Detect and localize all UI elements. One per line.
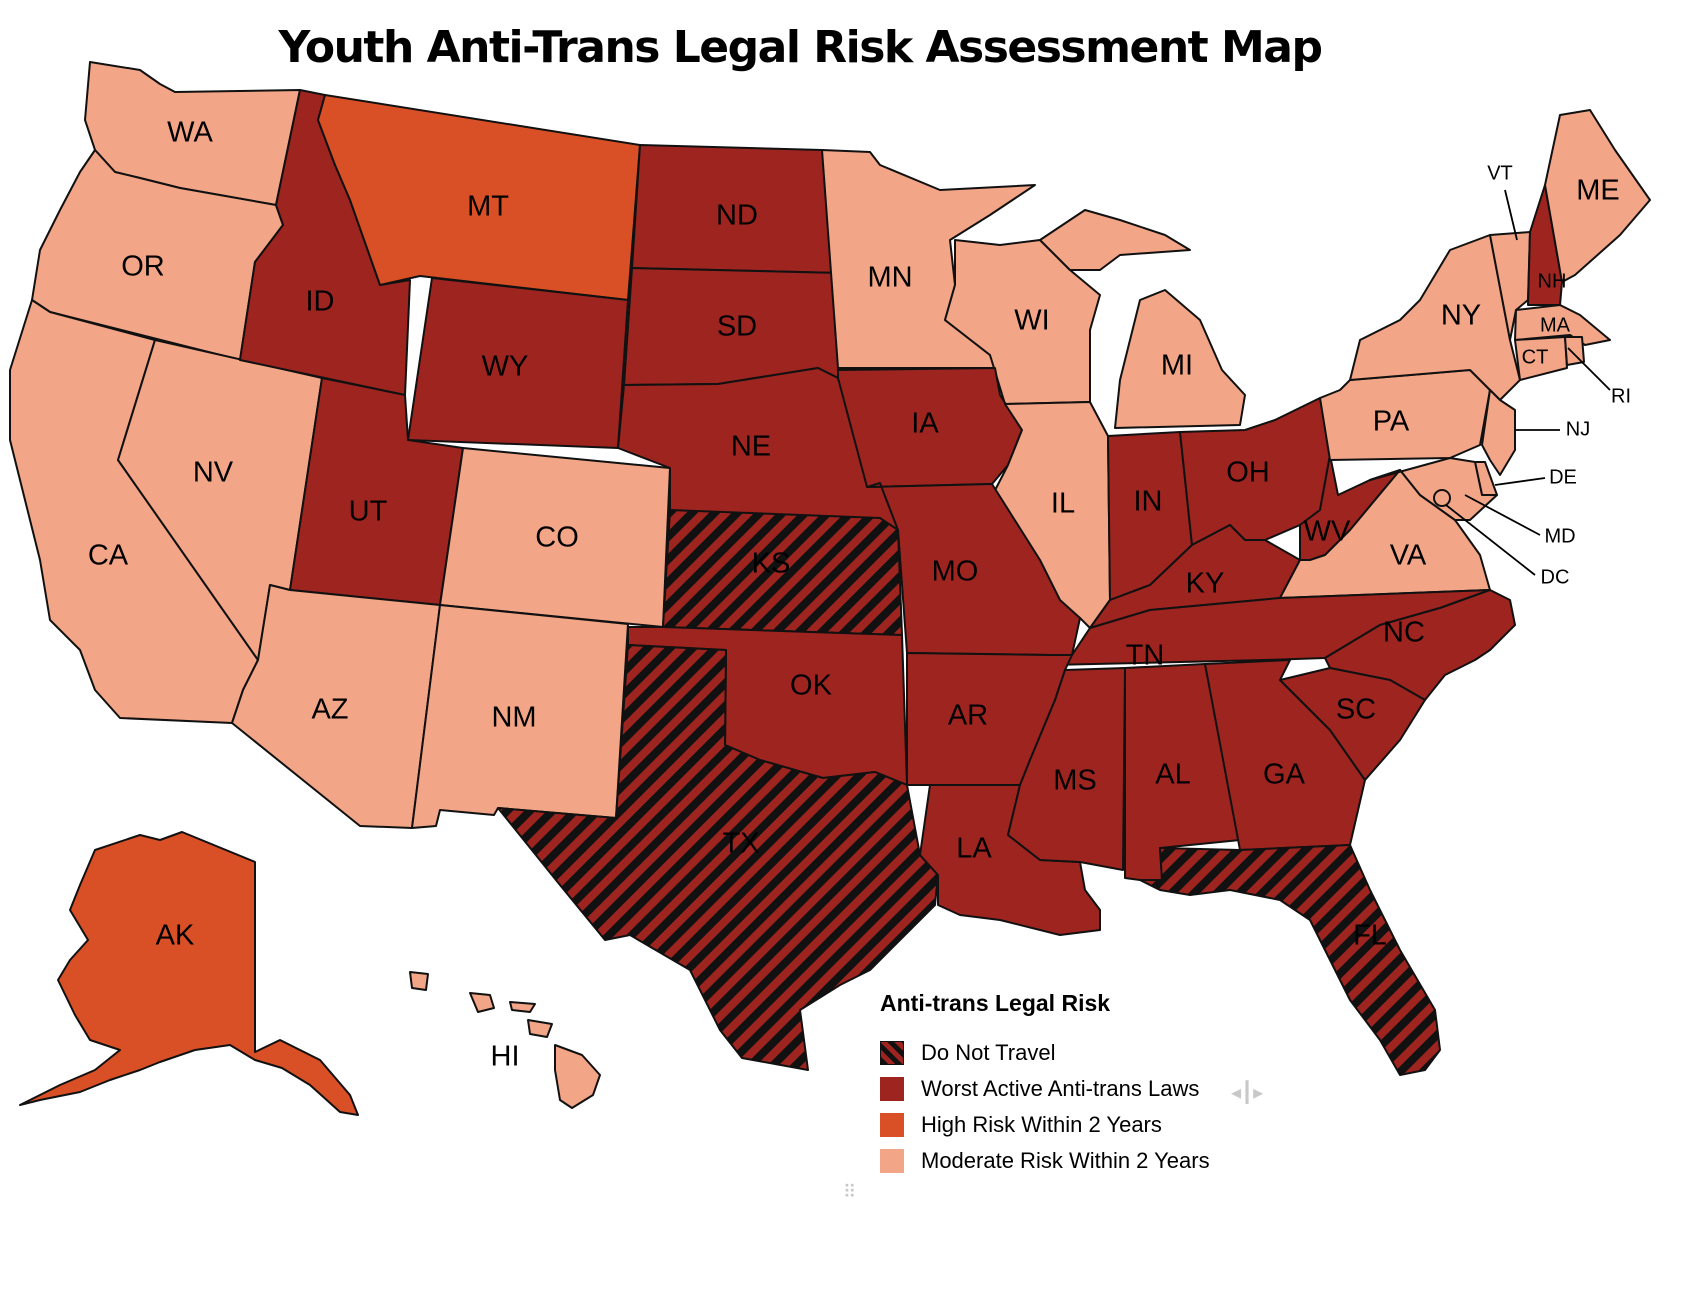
legend-swatch-high-risk <box>880 1113 904 1137</box>
legend: Anti-trans Legal Risk Do Not Travel Wors… <box>880 990 1210 1179</box>
label-MA: MA <box>1540 314 1571 336</box>
label-FL: FL <box>1353 920 1387 952</box>
label-MI: MI <box>1161 350 1193 382</box>
label-CA: CA <box>88 540 129 572</box>
label-HI: HI <box>491 1041 520 1073</box>
state-ME[interactable] <box>1544 109 1651 283</box>
state-TX[interactable] <box>497 644 939 1071</box>
legend-label-worst-active: Worst Active Anti-trans Laws <box>921 1076 1200 1101</box>
label-NE: NE <box>731 431 771 463</box>
label-AK: AK <box>156 920 195 952</box>
label-SD: SD <box>717 311 757 343</box>
legend-label-high-risk: High Risk Within 2 Years <box>921 1112 1162 1137</box>
state-VT[interactable] <box>1489 231 1531 341</box>
legend-item-high-risk: High Risk Within 2 Years <box>880 1107 1210 1143</box>
label-IN: IN <box>1134 486 1163 518</box>
legend-item-do-not-travel: Do Not Travel <box>880 1035 1210 1071</box>
label-OR: OR <box>121 251 165 283</box>
state-NH[interactable] <box>1527 184 1563 306</box>
label-OH: OH <box>1226 457 1270 489</box>
legend-swatch-worst-active <box>880 1077 904 1101</box>
label-ND: ND <box>716 200 758 232</box>
island-HI-kauai[interactable] <box>409 971 429 991</box>
legend-item-moderate-risk: Moderate Risk Within 2 Years <box>880 1143 1210 1179</box>
state-MI[interactable] <box>1114 289 1246 429</box>
label-WA: WA <box>167 117 213 149</box>
label-OK: OK <box>790 670 833 702</box>
island-HI-molokai[interactable] <box>509 1001 536 1013</box>
label-WI: WI <box>1014 305 1049 337</box>
label-PA: PA <box>1373 406 1410 438</box>
label-NV: NV <box>193 457 234 489</box>
island-HI-oahu[interactable] <box>469 992 495 1013</box>
label-IA: IA <box>911 408 939 440</box>
state-CT[interactable] <box>1514 336 1568 381</box>
callout-DC <box>1445 504 1536 576</box>
legend-swatch-moderate-risk <box>880 1149 904 1173</box>
label-WY: WY <box>482 351 529 383</box>
callout-MD <box>1464 494 1541 536</box>
label-MD: MD <box>1544 525 1575 547</box>
label-UT: UT <box>349 496 388 528</box>
legend-title: Anti-trans Legal Risk <box>880 990 1111 1016</box>
label-GA: GA <box>1263 759 1306 791</box>
label-AR: AR <box>948 700 988 732</box>
label-NH: NH <box>1538 270 1567 292</box>
label-MN: MN <box>867 262 912 294</box>
label-WV: WV <box>1304 516 1351 548</box>
label-VT: VT <box>1487 162 1513 184</box>
callout-DE <box>1494 477 1546 486</box>
label-MO: MO <box>932 556 979 588</box>
map-title: Youth Anti-Trans Legal Risk Assessment M… <box>278 22 1323 73</box>
state-MI-UP[interactable] <box>1039 209 1191 271</box>
island-HI-maui[interactable] <box>527 1019 553 1038</box>
label-NY: NY <box>1441 300 1481 332</box>
callout-lines <box>1445 189 1611 576</box>
label-CO: CO <box>535 522 579 554</box>
legend-item-worst-active: Worst Active Anti-trans Laws <box>880 1071 1210 1107</box>
label-CT: CT <box>1522 346 1549 368</box>
drag-handle-icon[interactable]: ⠿ <box>843 1182 856 1202</box>
label-SC: SC <box>1336 694 1376 726</box>
state-WI[interactable] <box>944 239 1101 405</box>
legend-label-moderate-risk: Moderate Risk Within 2 Years <box>921 1148 1210 1173</box>
resize-handle-icon[interactable]: ◂┃▸ <box>1231 1082 1264 1104</box>
label-AL: AL <box>1155 759 1190 791</box>
state-labels: WA OR CA NV ID MT WY UT CO AZ NM ND SD N… <box>88 117 1631 1073</box>
label-TX: TX <box>722 828 759 860</box>
label-TN: TN <box>1126 640 1165 672</box>
legend-label-do-not-travel: Do Not Travel <box>921 1040 1056 1065</box>
label-NC: NC <box>1383 617 1425 649</box>
label-LA: LA <box>956 833 992 865</box>
label-KS: KS <box>752 548 791 580</box>
label-KY: KY <box>1186 568 1225 600</box>
state-SC[interactable] <box>1279 667 1426 781</box>
label-ME: ME <box>1576 175 1620 207</box>
label-DC: DC <box>1541 566 1570 588</box>
state-MD[interactable] <box>1369 457 1498 521</box>
label-DE: DE <box>1549 466 1577 488</box>
island-HI-main[interactable] <box>554 1044 601 1109</box>
label-RI: RI <box>1611 385 1631 407</box>
label-NM: NM <box>491 702 536 734</box>
state-NJ[interactable] <box>1481 389 1516 476</box>
state-KS[interactable] <box>662 509 903 636</box>
label-MS: MS <box>1053 765 1097 797</box>
label-VA: VA <box>1390 540 1427 572</box>
label-NJ: NJ <box>1566 418 1590 440</box>
label-MT: MT <box>467 191 509 223</box>
state-AK[interactable] <box>19 831 359 1116</box>
label-IL: IL <box>1051 488 1075 520</box>
state-DC[interactable] <box>1433 489 1451 507</box>
legend-swatch-do-not-travel <box>880 1041 904 1065</box>
callout-VT <box>1504 189 1518 241</box>
state-FL[interactable] <box>1139 844 1441 1076</box>
label-AZ: AZ <box>311 694 348 726</box>
label-ID: ID <box>306 286 335 318</box>
callout-RI <box>1567 347 1611 391</box>
